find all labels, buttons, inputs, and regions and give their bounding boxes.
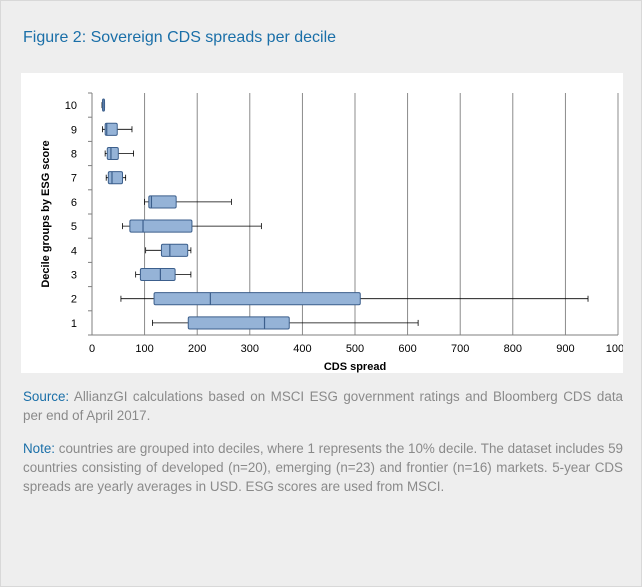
box-decile-6 xyxy=(144,195,232,209)
box-decile-1 xyxy=(152,316,419,330)
box-iqr-7 xyxy=(107,171,124,185)
note-label: Note: xyxy=(23,441,56,456)
box-decile-3 xyxy=(135,267,192,282)
x-tick-900: 900 xyxy=(556,343,574,355)
y-tick-4: 4 xyxy=(71,245,77,257)
box-decile-10 xyxy=(101,98,106,112)
y-tick-labels: 1 2 3 4 5 6 7 8 9 10 xyxy=(65,100,77,330)
note-text: countries are grouped into deciles, wher… xyxy=(23,441,623,494)
y-tick-7: 7 xyxy=(71,173,77,185)
box-iqr-8 xyxy=(106,146,119,161)
box-iqr-1 xyxy=(187,316,290,330)
x-tick-600: 600 xyxy=(398,343,416,355)
box-decile-2 xyxy=(120,292,589,306)
y-tick-2: 2 xyxy=(71,294,77,306)
x-tick-100: 100 xyxy=(135,343,153,355)
x-tick-700: 700 xyxy=(451,343,469,355)
box-iqr-6 xyxy=(148,195,177,209)
x-tick-labels: 0 100 200 300 400 500 600 700 800 900 1000 xyxy=(89,343,623,355)
boxes xyxy=(101,98,589,330)
box-decile-5 xyxy=(122,219,262,233)
y-tick-5: 5 xyxy=(71,221,77,233)
grid-lines xyxy=(88,92,619,336)
x-axis-label: CDS spread xyxy=(324,361,386,373)
figure-title: Figure 2: Sovereign CDS spreads per deci… xyxy=(23,29,337,46)
box-decile-8 xyxy=(104,146,134,161)
y-tick-1: 1 xyxy=(71,318,77,330)
box-iqr-3 xyxy=(139,267,176,282)
y-tick-6: 6 xyxy=(71,197,77,209)
x-tick-500: 500 xyxy=(346,343,364,355)
source-label: Source: xyxy=(23,389,70,404)
x-tick-300: 300 xyxy=(241,343,259,355)
note-text-block: Note: countries are grouped into deciles… xyxy=(23,439,623,496)
box-iqr-2 xyxy=(153,292,361,306)
y-tick-10: 10 xyxy=(65,100,77,112)
x-tick-400: 400 xyxy=(293,343,311,355)
box-decile-9 xyxy=(102,122,133,136)
box-iqr-9 xyxy=(104,122,118,136)
y-tick-3: 3 xyxy=(71,270,77,282)
y-axis-label: Decile groups by ESG score xyxy=(40,140,52,287)
cds-boxplot-chart: 0 100 200 300 400 500 600 700 800 900 1000 1 2 3 4 5 6 7… xyxy=(40,92,623,373)
box-decile-4 xyxy=(145,243,192,257)
x-tick-0: 0 xyxy=(89,343,95,355)
x-tick-1000: 1000 xyxy=(606,343,623,355)
source-note: Source: AllianzGI calculations based on … xyxy=(23,387,623,425)
source-text: AllianzGI calculations based on MSCI ESG… xyxy=(23,389,623,423)
box-decile-7 xyxy=(105,171,127,185)
box-iqr-5 xyxy=(129,219,193,233)
x-tick-800: 800 xyxy=(504,343,522,355)
box-iqr-4 xyxy=(160,243,189,257)
x-tick-200: 200 xyxy=(188,343,206,355)
y-tick-9: 9 xyxy=(71,124,77,136)
y-tick-8: 8 xyxy=(71,149,77,161)
